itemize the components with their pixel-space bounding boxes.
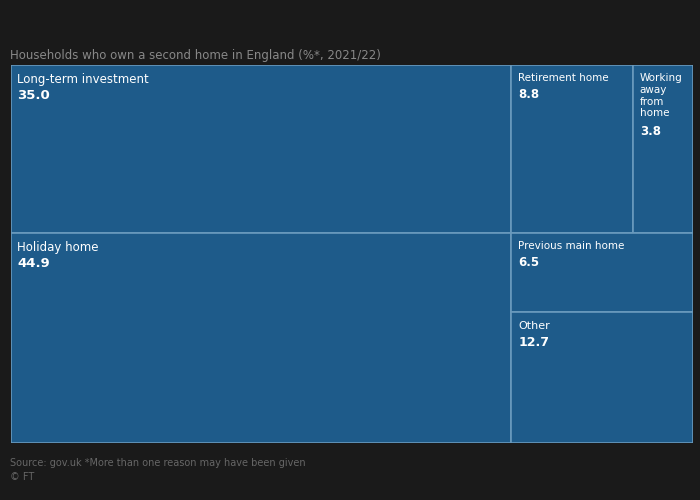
Bar	[512, 233, 693, 312]
Bar	[512, 312, 693, 442]
Text: 12.7: 12.7	[518, 336, 550, 349]
Text: 3.8: 3.8	[640, 125, 661, 138]
Bar	[633, 65, 693, 233]
Text: Households who own a second home in England (%*, 2021/22): Households who own a second home in Engl…	[10, 50, 382, 62]
Bar	[10, 233, 512, 442]
Bar	[512, 65, 633, 233]
Text: Holiday home: Holiday home	[18, 242, 99, 254]
Text: Working
away
from
home: Working away from home	[640, 74, 682, 118]
Text: Other: Other	[518, 320, 550, 330]
Text: 6.5: 6.5	[518, 256, 540, 268]
Text: Source: gov.uk *More than one reason may have been given: Source: gov.uk *More than one reason may…	[10, 458, 306, 468]
Text: 8.8: 8.8	[518, 88, 540, 101]
Bar	[10, 65, 512, 233]
Text: © FT: © FT	[10, 472, 35, 482]
Text: Long-term investment: Long-term investment	[18, 74, 149, 86]
Text: Retirement home: Retirement home	[518, 74, 609, 84]
Text: 44.9: 44.9	[18, 258, 50, 270]
Text: 35.0: 35.0	[18, 90, 50, 102]
Text: Previous main home: Previous main home	[518, 242, 624, 252]
